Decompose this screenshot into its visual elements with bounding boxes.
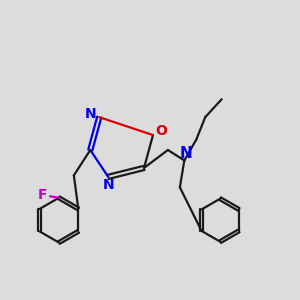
Text: N: N	[179, 146, 192, 161]
Text: F: F	[38, 188, 47, 202]
Text: O: O	[155, 124, 167, 139]
Text: N: N	[85, 106, 96, 121]
Text: N: N	[102, 178, 114, 192]
